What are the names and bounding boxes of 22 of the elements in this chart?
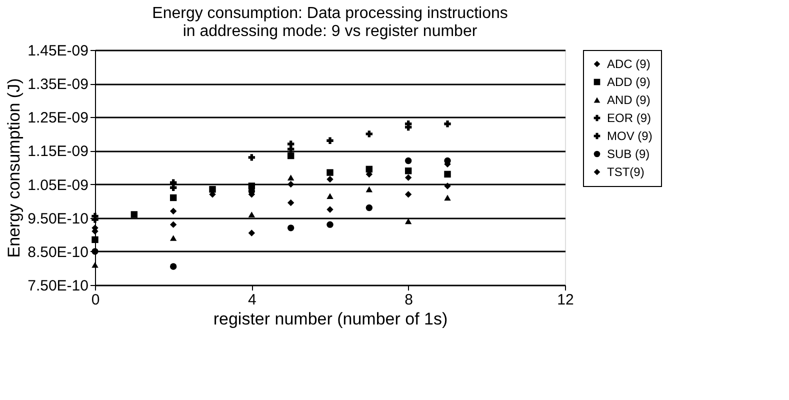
y-tick-label: 1.15E-09 <box>28 143 88 160</box>
x-tick-label: 4 <box>248 292 256 308</box>
y-tick-label: 8.50E-10 <box>28 244 88 261</box>
x-tick-label: 0 <box>91 292 100 308</box>
y-axis-title: Energy consumption (J) <box>4 78 24 258</box>
x-axis-title: register number (number of 1s) <box>213 310 448 328</box>
legend-label: AND (9) <box>607 93 650 107</box>
y-tick-label: 7.50E-10 <box>28 278 88 294</box>
legend-label: EOR (9) <box>607 111 652 125</box>
legend-label: ADD (9) <box>607 75 650 89</box>
y-tick-label: 9.50E-10 <box>28 210 88 228</box>
y-tick-label: 1.05E-09 <box>28 176 88 194</box>
legend-label: ADC (9) <box>607 57 650 71</box>
y-tick-label: 1.45E-09 <box>28 42 88 60</box>
legend-label: TST(9) <box>607 165 644 179</box>
legend-label: MOV (9) <box>607 129 652 143</box>
x-tick-label: 12 <box>557 292 574 308</box>
legend-label: SUB (9) <box>607 147 650 161</box>
x-tick-label: 8 <box>404 292 414 308</box>
y-tick-label: 1.25E-09 <box>28 110 88 127</box>
y-tick-label: 1.35E-09 <box>28 76 88 94</box>
chart-title: Energy consumption: Data processing instructions in addressing mode: 9 vs register number <box>152 5 508 40</box>
